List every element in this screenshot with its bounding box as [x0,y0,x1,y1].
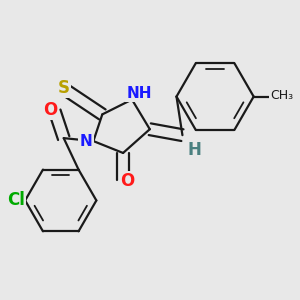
Text: Cl: Cl [7,191,25,209]
Text: S: S [58,79,70,97]
Text: H: H [188,141,201,159]
Text: O: O [120,172,135,190]
Text: NH: NH [127,86,152,101]
Text: CH₃: CH₃ [270,88,293,102]
Text: O: O [43,101,58,119]
Text: N: N [80,134,92,148]
